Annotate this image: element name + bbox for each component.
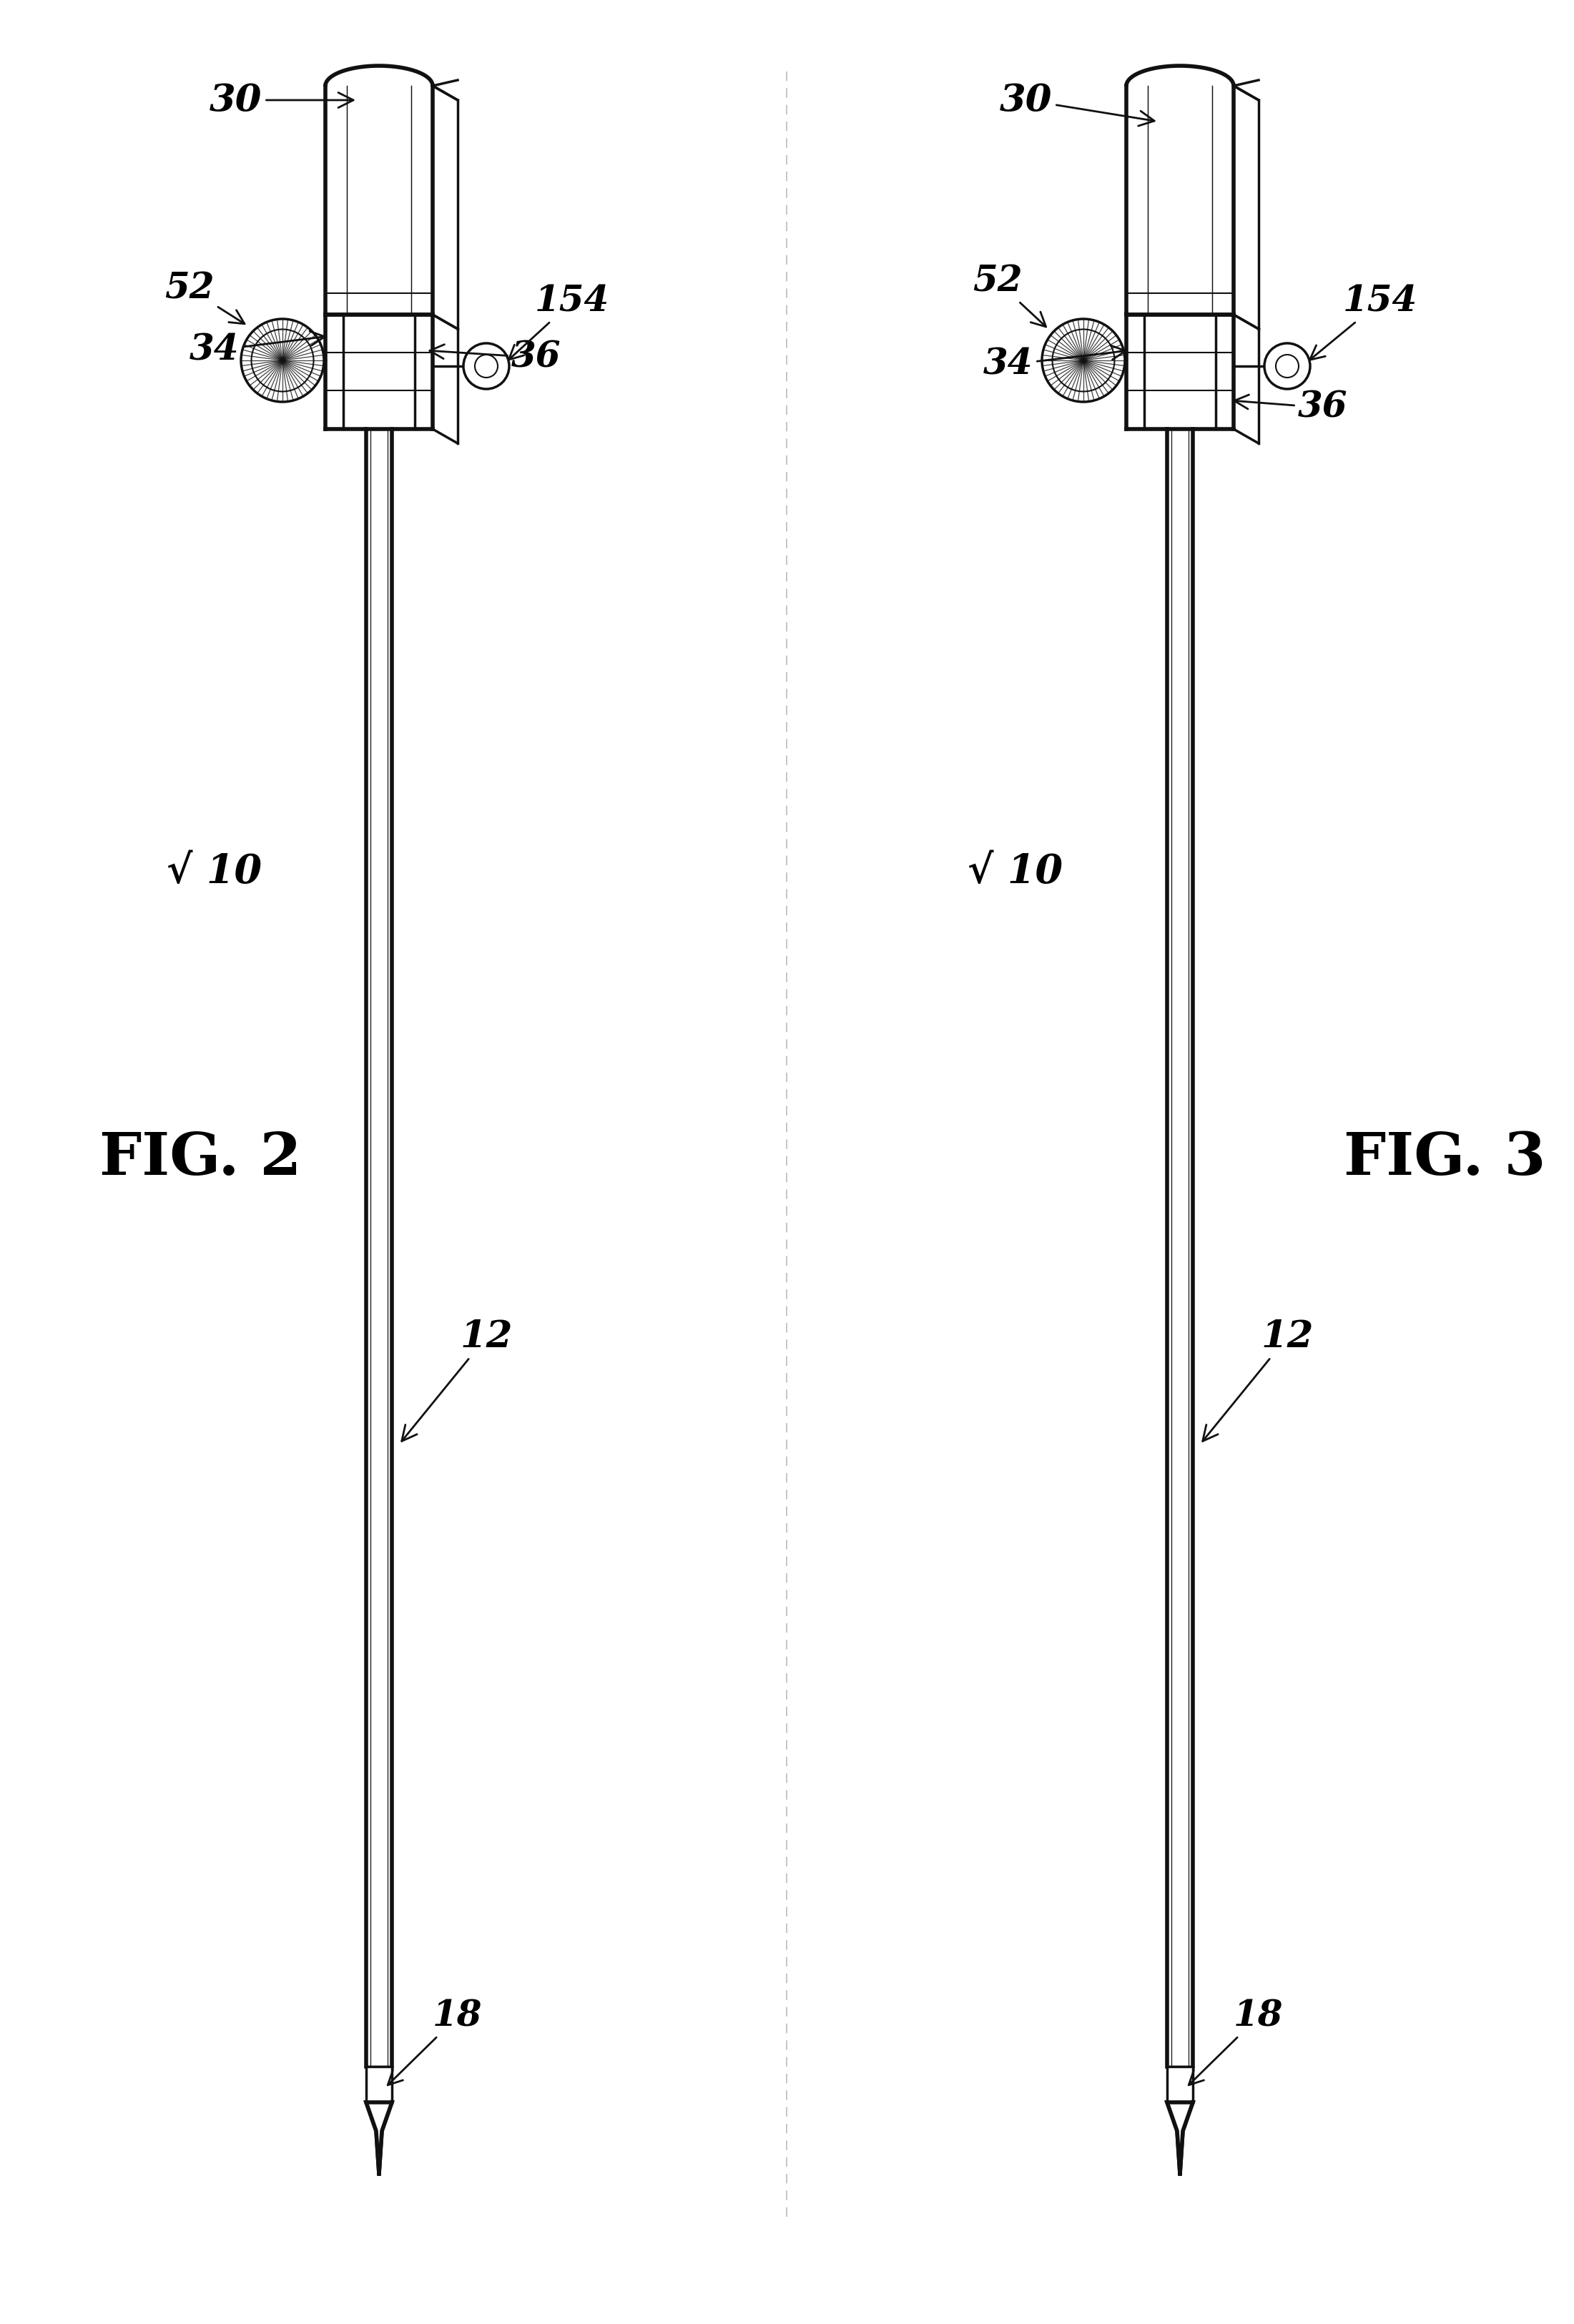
Text: 30: 30 xyxy=(999,81,1154,125)
Text: 34: 34 xyxy=(190,332,324,367)
Polygon shape xyxy=(1166,2103,1193,2173)
Text: √ 10: √ 10 xyxy=(968,853,1062,892)
Polygon shape xyxy=(367,2103,392,2173)
Text: 12: 12 xyxy=(1203,1320,1314,1441)
Text: 30: 30 xyxy=(209,81,353,119)
Circle shape xyxy=(241,318,324,402)
Polygon shape xyxy=(1166,2066,1193,2103)
Circle shape xyxy=(1264,344,1310,388)
Text: 36: 36 xyxy=(430,339,562,374)
Polygon shape xyxy=(367,2066,392,2103)
Text: 154: 154 xyxy=(1310,284,1418,360)
Text: 18: 18 xyxy=(1188,1999,1283,2085)
Text: 36: 36 xyxy=(1234,390,1347,425)
Text: √ 10: √ 10 xyxy=(167,853,263,892)
Text: 12: 12 xyxy=(401,1320,513,1441)
Circle shape xyxy=(1042,318,1125,402)
Text: 52: 52 xyxy=(165,272,244,323)
Text: 154: 154 xyxy=(508,284,609,360)
Circle shape xyxy=(463,344,508,388)
Text: 34: 34 xyxy=(984,346,1125,381)
Text: 18: 18 xyxy=(387,1999,483,2085)
Text: FIG. 3: FIG. 3 xyxy=(1344,1129,1546,1188)
Text: FIG. 2: FIG. 2 xyxy=(99,1129,301,1188)
Text: 52: 52 xyxy=(973,265,1047,328)
